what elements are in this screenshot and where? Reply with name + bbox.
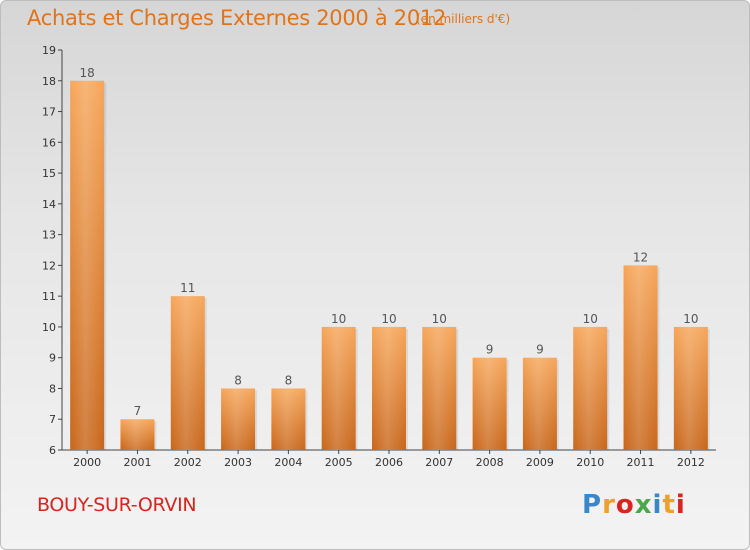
bar-value-label: 10 <box>583 312 598 326</box>
bar-value-label: 9 <box>536 343 544 357</box>
y-tick-label: 15 <box>42 167 56 180</box>
y-tick-label: 11 <box>42 290 56 303</box>
bar-value-label: 18 <box>80 66 95 80</box>
proxiti-logo: Proxiti <box>582 490 686 520</box>
bar-value-label: 10 <box>381 312 396 326</box>
x-tick-label: 2008 <box>476 456 504 469</box>
x-tick-label: 2009 <box>526 456 554 469</box>
bar-highlight <box>221 388 256 450</box>
bar-value-label: 10 <box>683 312 698 326</box>
logo-letter: i <box>652 490 663 520</box>
x-tick-label: 2003 <box>224 456 252 469</box>
x-tick-label: 2005 <box>325 456 353 469</box>
logo-letter: P <box>582 490 603 520</box>
logo-letter: i <box>675 490 686 520</box>
bar-highlight <box>573 326 608 450</box>
y-tick-label: 14 <box>42 198 56 211</box>
y-tick-label: 12 <box>42 259 56 272</box>
x-tick-label: 2002 <box>174 456 202 469</box>
y-tick-label: 16 <box>42 136 56 149</box>
logo-letter: r <box>602 490 616 520</box>
bar-highlight <box>120 419 155 450</box>
x-tick-label: 2010 <box>576 456 604 469</box>
bar-value-label: 8 <box>285 373 293 387</box>
bar-highlight <box>472 357 507 450</box>
bar-highlight <box>673 326 708 450</box>
logo-letter: x <box>634 490 653 520</box>
bar-highlight <box>372 326 406 450</box>
y-tick-label: 18 <box>42 75 56 88</box>
x-tick-label: 2007 <box>425 456 453 469</box>
y-tick-label: 6 <box>49 444 56 457</box>
bar-value-label: 9 <box>486 343 494 357</box>
bar-highlight <box>321 326 356 450</box>
y-tick-label: 19 <box>42 44 56 57</box>
bar-value-label: 10 <box>331 312 346 326</box>
y-tick-label: 8 <box>49 382 56 395</box>
y-tick-label: 13 <box>42 229 56 242</box>
bar-value-label: 10 <box>432 312 447 326</box>
commune-name: BOUY-SUR-ORVIN <box>37 494 197 516</box>
x-tick-label: 2001 <box>123 456 151 469</box>
bar-value-label: 12 <box>633 250 648 264</box>
bar-highlight <box>623 265 658 450</box>
bar-highlight <box>522 357 557 450</box>
bar-value-label: 7 <box>134 404 142 418</box>
x-tick-label: 2011 <box>627 456 655 469</box>
bar-value-label: 11 <box>180 281 195 295</box>
x-tick-label: 2006 <box>375 456 403 469</box>
x-tick-label: 2000 <box>73 456 101 469</box>
chart-title: Achats et Charges Externes 2000 à 2012 <box>27 6 447 30</box>
chart-subtitle: (en milliers d'€) <box>416 12 511 26</box>
plot-area: 6 7 8 9 10 11 12 13 14 15 16 17 18 19 18 2000 7 2001 11 200… <box>42 44 716 469</box>
x-tick-label: 2004 <box>274 456 302 469</box>
bar-value-label: 8 <box>234 373 242 387</box>
logo-letter: t <box>662 490 676 520</box>
bar-highlight <box>70 80 105 451</box>
y-tick-label: 9 <box>49 352 56 365</box>
y-tick-label: 7 <box>49 413 56 426</box>
x-tick-label: 2012 <box>677 456 705 469</box>
bar-highlight <box>271 388 306 450</box>
y-tick-label: 17 <box>42 106 56 119</box>
bar-highlight <box>422 326 457 450</box>
bar-highlight <box>170 296 205 450</box>
y-tick-label: 10 <box>42 321 56 334</box>
logo-letter: o <box>615 490 635 520</box>
